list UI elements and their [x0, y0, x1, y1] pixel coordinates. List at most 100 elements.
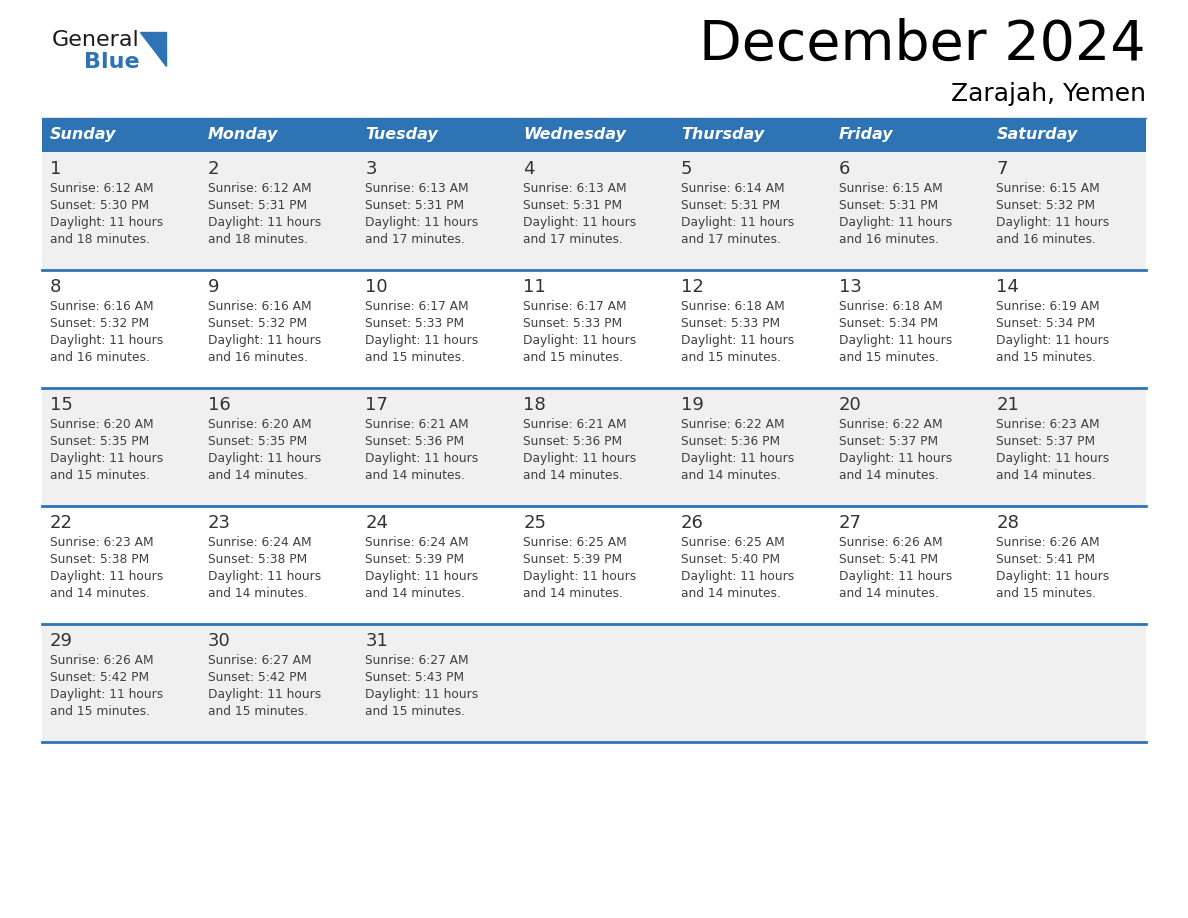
Text: Daylight: 11 hours: Daylight: 11 hours: [681, 216, 794, 229]
Text: and 14 minutes.: and 14 minutes.: [366, 469, 466, 482]
Text: Daylight: 11 hours: Daylight: 11 hours: [50, 570, 163, 583]
Text: and 17 minutes.: and 17 minutes.: [681, 233, 781, 246]
Text: Daylight: 11 hours: Daylight: 11 hours: [208, 334, 321, 347]
Text: Monday: Monday: [208, 128, 278, 142]
Text: Daylight: 11 hours: Daylight: 11 hours: [523, 452, 637, 465]
Text: and 17 minutes.: and 17 minutes.: [366, 233, 466, 246]
Bar: [830, 152, 988, 270]
Bar: [516, 506, 672, 624]
Text: Sunrise: 6:25 AM: Sunrise: 6:25 AM: [681, 536, 784, 549]
Text: 28: 28: [997, 514, 1019, 532]
Text: and 14 minutes.: and 14 minutes.: [208, 587, 308, 600]
Text: Sunset: 5:31 PM: Sunset: 5:31 PM: [366, 199, 465, 212]
Text: Tuesday: Tuesday: [366, 128, 438, 142]
Text: and 15 minutes.: and 15 minutes.: [997, 351, 1097, 364]
Text: and 18 minutes.: and 18 minutes.: [208, 233, 308, 246]
Text: 30: 30: [208, 632, 230, 650]
Text: and 15 minutes.: and 15 minutes.: [208, 705, 308, 718]
Text: Sunset: 5:35 PM: Sunset: 5:35 PM: [50, 435, 150, 448]
Text: Daylight: 11 hours: Daylight: 11 hours: [523, 334, 637, 347]
Text: Daylight: 11 hours: Daylight: 11 hours: [366, 570, 479, 583]
Text: 1: 1: [50, 160, 62, 178]
Bar: [988, 270, 1146, 388]
Text: Sunrise: 6:24 AM: Sunrise: 6:24 AM: [366, 536, 469, 549]
Text: Daylight: 11 hours: Daylight: 11 hours: [208, 216, 321, 229]
Text: 27: 27: [839, 514, 861, 532]
Bar: [516, 152, 672, 270]
Bar: [42, 152, 200, 270]
Text: Daylight: 11 hours: Daylight: 11 hours: [366, 688, 479, 701]
Text: and 14 minutes.: and 14 minutes.: [208, 469, 308, 482]
Text: Sunset: 5:32 PM: Sunset: 5:32 PM: [997, 199, 1095, 212]
Text: Daylight: 11 hours: Daylight: 11 hours: [50, 216, 163, 229]
Text: Daylight: 11 hours: Daylight: 11 hours: [50, 334, 163, 347]
Bar: [358, 118, 516, 152]
Text: Sunset: 5:35 PM: Sunset: 5:35 PM: [208, 435, 307, 448]
Text: Sunrise: 6:16 AM: Sunrise: 6:16 AM: [50, 300, 153, 313]
Text: Daylight: 11 hours: Daylight: 11 hours: [997, 452, 1110, 465]
Text: Sunrise: 6:14 AM: Sunrise: 6:14 AM: [681, 182, 784, 195]
Text: Sunrise: 6:15 AM: Sunrise: 6:15 AM: [839, 182, 942, 195]
Bar: [42, 270, 200, 388]
Text: Sunset: 5:38 PM: Sunset: 5:38 PM: [50, 553, 150, 566]
Text: Sunset: 5:33 PM: Sunset: 5:33 PM: [366, 317, 465, 330]
Text: Sunset: 5:36 PM: Sunset: 5:36 PM: [523, 435, 623, 448]
Bar: [672, 270, 830, 388]
Text: Sunset: 5:34 PM: Sunset: 5:34 PM: [839, 317, 937, 330]
Bar: [200, 624, 358, 742]
Bar: [988, 118, 1146, 152]
Text: and 15 minutes.: and 15 minutes.: [366, 351, 466, 364]
Text: Sunrise: 6:27 AM: Sunrise: 6:27 AM: [366, 654, 469, 667]
Text: Sunset: 5:37 PM: Sunset: 5:37 PM: [839, 435, 937, 448]
Text: Sunset: 5:33 PM: Sunset: 5:33 PM: [681, 317, 781, 330]
Bar: [830, 624, 988, 742]
Text: Daylight: 11 hours: Daylight: 11 hours: [523, 216, 637, 229]
Text: Daylight: 11 hours: Daylight: 11 hours: [523, 570, 637, 583]
Text: Sunset: 5:41 PM: Sunset: 5:41 PM: [839, 553, 937, 566]
Text: Sunset: 5:39 PM: Sunset: 5:39 PM: [366, 553, 465, 566]
Text: 6: 6: [839, 160, 849, 178]
Text: 15: 15: [50, 396, 72, 414]
Bar: [830, 270, 988, 388]
Text: Daylight: 11 hours: Daylight: 11 hours: [50, 452, 163, 465]
Text: 5: 5: [681, 160, 693, 178]
Text: Sunset: 5:36 PM: Sunset: 5:36 PM: [681, 435, 781, 448]
Text: Sunrise: 6:22 AM: Sunrise: 6:22 AM: [839, 418, 942, 431]
Text: and 17 minutes.: and 17 minutes.: [523, 233, 623, 246]
Text: 4: 4: [523, 160, 535, 178]
Text: Sunset: 5:34 PM: Sunset: 5:34 PM: [997, 317, 1095, 330]
Text: Daylight: 11 hours: Daylight: 11 hours: [839, 334, 952, 347]
Text: Sunset: 5:36 PM: Sunset: 5:36 PM: [366, 435, 465, 448]
Bar: [358, 506, 516, 624]
Text: Daylight: 11 hours: Daylight: 11 hours: [839, 570, 952, 583]
Bar: [200, 152, 358, 270]
Text: Sunset: 5:42 PM: Sunset: 5:42 PM: [50, 671, 150, 684]
Text: Sunrise: 6:26 AM: Sunrise: 6:26 AM: [839, 536, 942, 549]
Bar: [672, 506, 830, 624]
Text: 21: 21: [997, 396, 1019, 414]
Text: 18: 18: [523, 396, 546, 414]
Text: Sunrise: 6:22 AM: Sunrise: 6:22 AM: [681, 418, 784, 431]
Text: Sunrise: 6:21 AM: Sunrise: 6:21 AM: [366, 418, 469, 431]
Text: Daylight: 11 hours: Daylight: 11 hours: [208, 452, 321, 465]
Text: Sunrise: 6:21 AM: Sunrise: 6:21 AM: [523, 418, 627, 431]
Text: 22: 22: [50, 514, 72, 532]
Text: Daylight: 11 hours: Daylight: 11 hours: [839, 452, 952, 465]
Text: Sunset: 5:32 PM: Sunset: 5:32 PM: [208, 317, 307, 330]
Text: Sunset: 5:33 PM: Sunset: 5:33 PM: [523, 317, 623, 330]
Text: and 15 minutes.: and 15 minutes.: [50, 705, 150, 718]
Bar: [830, 388, 988, 506]
Text: Sunset: 5:31 PM: Sunset: 5:31 PM: [681, 199, 781, 212]
Bar: [42, 118, 200, 152]
Text: 14: 14: [997, 278, 1019, 296]
Text: Daylight: 11 hours: Daylight: 11 hours: [997, 216, 1110, 229]
Text: General: General: [52, 30, 140, 50]
Text: Sunset: 5:38 PM: Sunset: 5:38 PM: [208, 553, 307, 566]
Bar: [988, 152, 1146, 270]
Text: Sunrise: 6:25 AM: Sunrise: 6:25 AM: [523, 536, 627, 549]
Bar: [988, 388, 1146, 506]
Text: Daylight: 11 hours: Daylight: 11 hours: [681, 570, 794, 583]
Text: Sunrise: 6:23 AM: Sunrise: 6:23 AM: [997, 418, 1100, 431]
Text: 19: 19: [681, 396, 703, 414]
Text: and 15 minutes.: and 15 minutes.: [839, 351, 939, 364]
